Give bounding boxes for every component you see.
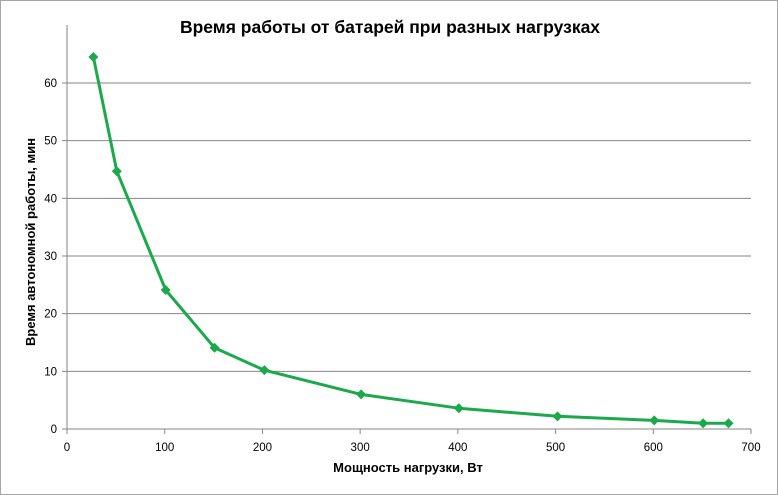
data-point-marker [259, 365, 270, 376]
y-tick-label: 0 [51, 424, 57, 436]
series-line [91, 56, 729, 425]
y-tick-label: 50 [44, 136, 57, 148]
chart-title: Время работы от батарей при разных нагру… [180, 17, 600, 37]
y-tick-label: 60 [44, 78, 57, 90]
data-point-marker [88, 52, 99, 63]
data-point-marker [552, 411, 563, 422]
data-point-marker [209, 342, 220, 353]
x-tick-label: 600 [644, 442, 663, 454]
data-point-marker [111, 166, 122, 177]
data-point-marker [698, 418, 709, 429]
y-axis-label: Время автономной работы, мин [23, 138, 38, 346]
x-tick-label: 100 [155, 442, 174, 454]
gridlines [67, 82, 751, 372]
y-tick-label: 40 [44, 193, 57, 205]
y-tick-label: 30 [44, 251, 57, 263]
data-point-marker [723, 418, 734, 429]
x-tick-label: 700 [741, 442, 760, 454]
data-point-marker [453, 403, 464, 414]
x-tick-label: 0 [64, 442, 70, 454]
x-tick-label: 400 [448, 442, 467, 454]
x-tick-label: 200 [253, 442, 272, 454]
y-axis-ticks: 0 10 20 30 40 50 60 [44, 78, 67, 436]
x-axis-ticks: 0 100 200 300 400 500 600 700 [64, 429, 761, 454]
x-tick-label: 300 [351, 442, 370, 454]
x-tick-label: 500 [546, 442, 565, 454]
series-markers [88, 52, 734, 429]
data-point-marker [356, 389, 367, 400]
data-point-marker [649, 415, 660, 426]
y-tick-label: 20 [44, 309, 57, 321]
data-point-marker [160, 285, 171, 296]
y-tick-label: 10 [44, 366, 57, 378]
x-axis-label: Мощность нагрузки, Вт [333, 460, 483, 475]
